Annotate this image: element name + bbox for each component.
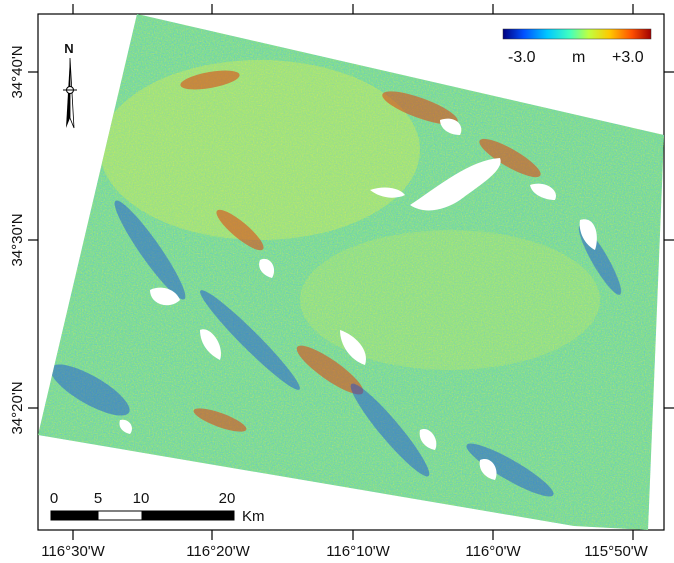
north-arrow-label: N: [64, 41, 73, 56]
colorbar-min-label: -3.0: [508, 49, 536, 66]
scale-bar-segment-1: [97, 510, 143, 521]
scale-bar-segment-2: [141, 510, 235, 521]
lat-label-2: 34°20'N: [9, 381, 26, 434]
warm-zone-center: [300, 230, 600, 370]
scale-bar: 0 5 10 20 Km: [50, 490, 265, 525]
colorbar-max-label: +3.0: [612, 49, 644, 66]
lon-label-1: 116°20'W: [186, 543, 250, 560]
scale-bar-tick-1: 5: [94, 490, 102, 507]
warm-zone-north: [100, 60, 420, 240]
colorbar-unit-label: m: [572, 49, 585, 66]
lon-label-2: 116°10'W: [326, 543, 390, 560]
longitude-ticks: [72, 4, 634, 540]
scale-bar-tick-0: 0: [50, 490, 58, 507]
north-arrow: N: [63, 41, 77, 129]
no-data-areas: [119, 118, 597, 480]
lon-label-0: 116°30'W: [41, 543, 105, 560]
high-displacement-patches: [180, 70, 541, 432]
lat-label-0: 34°40'N: [9, 45, 26, 98]
scale-bar-unit: Km: [242, 508, 265, 525]
latitude-ticks: [28, 71, 674, 409]
lon-label-3: 116°0'W: [465, 543, 521, 560]
scale-bar-tick-2: 10: [133, 490, 150, 507]
scale-bar-tick-3: 20: [219, 490, 236, 507]
lat-label-1: 34°30'N: [9, 213, 26, 266]
scale-bar-segment-0: [50, 510, 99, 521]
lon-label-4: 115°50'W: [584, 543, 648, 560]
map-frame: [37, 13, 665, 531]
colorbar: -3.0 m +3.0: [502, 28, 652, 66]
colorbar-ramp: [502, 28, 652, 40]
